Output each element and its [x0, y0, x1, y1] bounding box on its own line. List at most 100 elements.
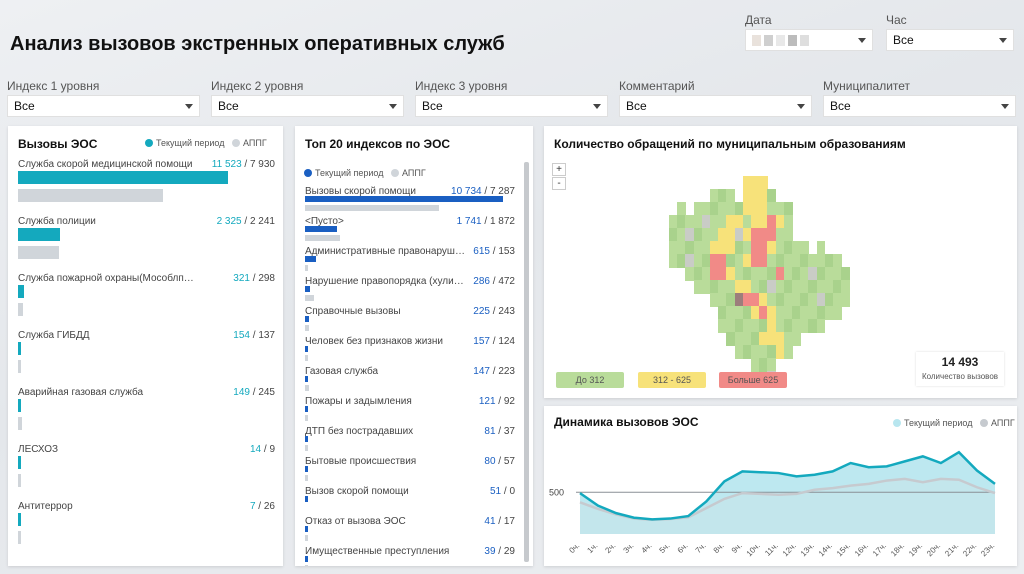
map-region-cell[interactable] [726, 215, 736, 229]
map-region-cell[interactable] [767, 254, 777, 268]
map-region-cell[interactable] [767, 215, 777, 229]
current-period-bar[interactable] [305, 346, 308, 352]
map-region-cell[interactable] [767, 293, 777, 307]
map-region-cell[interactable] [759, 332, 768, 346]
map-region-cell[interactable] [841, 280, 850, 294]
map-region-cell[interactable] [742, 215, 752, 229]
previous-period-bar[interactable] [305, 535, 308, 541]
map-region-cell[interactable] [783, 332, 793, 346]
map-region-cell[interactable] [701, 202, 711, 216]
map-region-cell[interactable] [800, 306, 809, 320]
map-region-cell[interactable] [792, 267, 801, 281]
current-period-bar[interactable] [18, 513, 21, 526]
previous-period-bar[interactable] [305, 385, 310, 391]
map-region-cell[interactable] [800, 254, 809, 268]
previous-period-bar[interactable] [18, 189, 163, 202]
map-region-cell[interactable] [742, 319, 752, 333]
map-region-cell[interactable] [816, 319, 826, 333]
map-region-cell[interactable] [742, 267, 752, 281]
map-region-cell[interactable] [751, 319, 760, 333]
map-region-cell[interactable] [783, 345, 793, 359]
current-period-bar[interactable] [305, 556, 308, 562]
map-region-cell[interactable] [751, 332, 760, 346]
previous-period-bar[interactable] [18, 531, 21, 544]
map-region-cell[interactable] [718, 293, 727, 307]
map-region-cell[interactable] [792, 332, 801, 346]
current-period-bar[interactable] [305, 406, 308, 412]
map-region-cell[interactable] [759, 176, 768, 190]
map-region-cell[interactable] [693, 254, 703, 268]
previous-period-bar[interactable] [18, 417, 23, 430]
map-region-cell[interactable] [693, 202, 703, 216]
map-region-cell[interactable] [783, 280, 793, 294]
map-region-cell[interactable] [775, 241, 785, 255]
current-period-bar[interactable] [18, 228, 61, 241]
map-region-cell[interactable] [734, 202, 744, 216]
previous-period-bar[interactable] [305, 565, 308, 566]
map-region-cell[interactable] [792, 293, 801, 307]
map-region-cell[interactable] [742, 189, 752, 203]
map-region-cell[interactable] [701, 267, 711, 281]
current-period-bar[interactable] [305, 226, 338, 232]
map-region-cell[interactable] [734, 241, 744, 255]
map-region-cell[interactable] [693, 215, 703, 229]
map-region-cell[interactable] [783, 228, 793, 242]
current-period-bar[interactable] [305, 256, 317, 262]
map-region-cell[interactable] [759, 345, 768, 359]
map-region-cell[interactable] [841, 267, 850, 281]
map-region-cell[interactable] [742, 254, 752, 268]
map-region-cell[interactable] [742, 293, 752, 307]
map-region-cell[interactable] [726, 293, 736, 307]
map-region-cell[interactable] [693, 241, 703, 255]
map-region-cell[interactable] [759, 241, 768, 255]
map-region-cell[interactable] [783, 319, 793, 333]
map-region-cell[interactable] [767, 306, 777, 320]
map-region-cell[interactable] [824, 267, 834, 281]
date-select[interactable] [745, 29, 873, 51]
map-region-cell[interactable] [734, 280, 744, 294]
map-region-cell[interactable] [808, 254, 818, 268]
map-region-cell[interactable] [792, 306, 801, 320]
map-region-cell[interactable] [718, 241, 727, 255]
previous-period-bar[interactable] [305, 475, 308, 481]
map-region-cell[interactable] [718, 306, 727, 320]
map-region-cell[interactable] [759, 228, 768, 242]
map-region-cell[interactable] [816, 254, 826, 268]
map-region-cell[interactable] [685, 254, 695, 268]
map-region-cell[interactable] [783, 254, 793, 268]
previous-period-bar[interactable] [18, 474, 21, 487]
map-region-cell[interactable] [742, 176, 752, 190]
map-region-cell[interactable] [751, 280, 760, 294]
map-region-cell[interactable] [710, 254, 719, 268]
map-region-cell[interactable] [824, 280, 834, 294]
map-region-cell[interactable] [767, 358, 777, 372]
current-period-bar[interactable] [305, 526, 308, 532]
map-region-cell[interactable] [751, 345, 760, 359]
map-region-cell[interactable] [767, 332, 777, 346]
map-region-cell[interactable] [718, 267, 727, 281]
map-region-cell[interactable] [734, 332, 744, 346]
map-region-cell[interactable] [783, 267, 793, 281]
map-region-cell[interactable] [792, 319, 801, 333]
current-period-bar[interactable] [18, 285, 24, 298]
map-region-cell[interactable] [775, 293, 785, 307]
map-region-cell[interactable] [669, 215, 678, 229]
current-period-bar[interactable] [305, 436, 308, 442]
map-region-cell[interactable] [767, 241, 777, 255]
map-region-cell[interactable] [759, 254, 768, 268]
current-period-bar[interactable] [18, 171, 228, 184]
filter-select-5[interactable]: Все [823, 95, 1016, 117]
map-region-cell[interactable] [677, 254, 686, 268]
map-region-cell[interactable] [759, 306, 768, 320]
map-region-cell[interactable] [800, 319, 809, 333]
map-region-cell[interactable] [677, 241, 686, 255]
map-region-cell[interactable] [816, 267, 826, 281]
previous-period-bar[interactable] [305, 445, 308, 451]
map-region-cell[interactable] [751, 254, 760, 268]
map-region-cell[interactable] [734, 319, 744, 333]
map-region-cell[interactable] [726, 332, 736, 346]
map-region-cell[interactable] [759, 358, 768, 372]
map-region-cell[interactable] [710, 241, 719, 255]
map-region-cell[interactable] [734, 254, 744, 268]
map-region-cell[interactable] [775, 332, 785, 346]
